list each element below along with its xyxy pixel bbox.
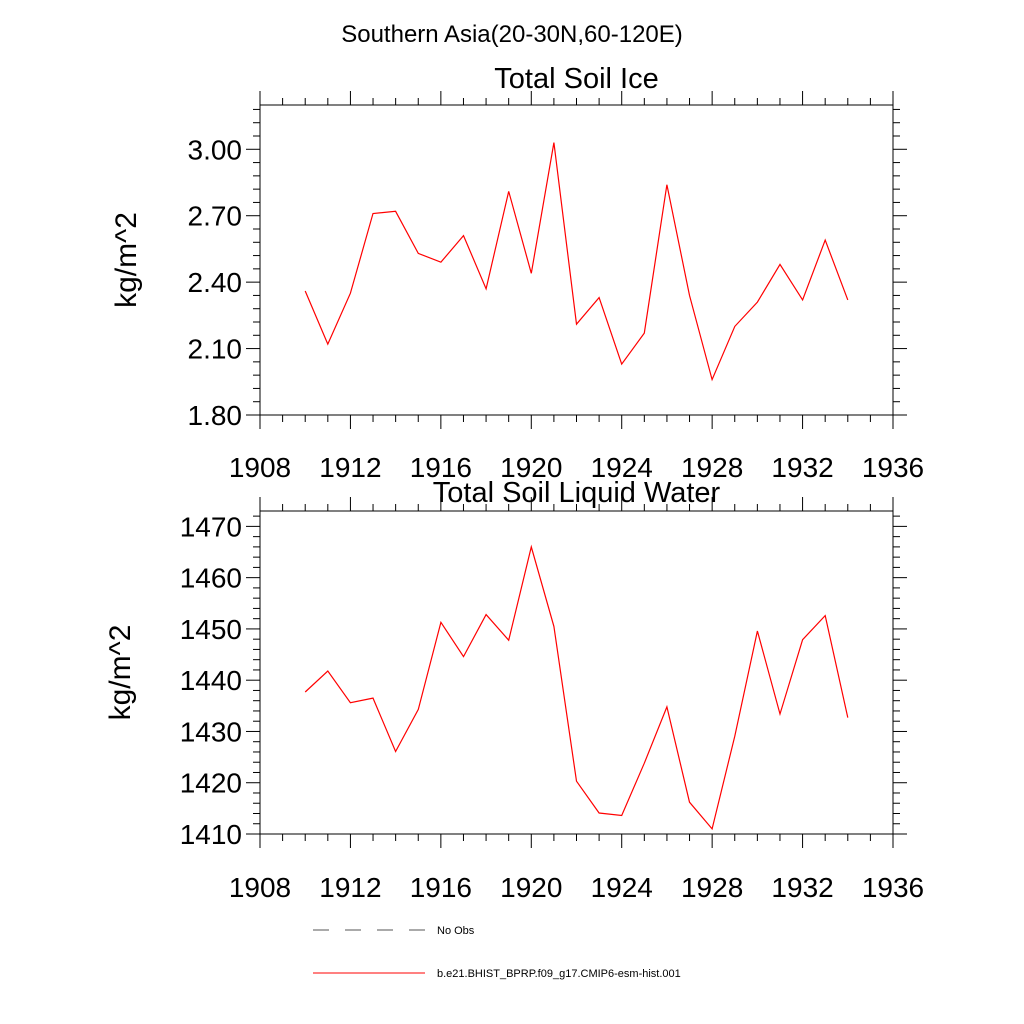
x-tick-label: 1928 <box>681 872 743 903</box>
y-axis-label: kg/m^2 <box>110 212 143 308</box>
panel-1: Total Soil Ice 1908 1912 1916 1920 1924 1928 19… <box>110 63 924 483</box>
x-tick-label: 1932 <box>771 872 833 903</box>
x-tick-label: 1936 <box>862 452 924 483</box>
panel-title: Total Soil Ice <box>494 63 658 95</box>
x-tick-label: 1908 <box>229 452 291 483</box>
x-tick-label: 1920 <box>500 452 562 483</box>
series-line <box>304 544 849 831</box>
panel-2: Total Soil Liquid Water 1908 1912 1916 1920 1… <box>104 477 924 903</box>
y-axis-label: kg/m^2 <box>104 625 137 721</box>
x-tick-label: 1916 <box>410 872 472 903</box>
y-tick-label: 1.80 <box>188 400 243 431</box>
y-tick-label: 1430 <box>180 716 242 747</box>
x-tick-label: 1924 <box>591 452 653 483</box>
x-tick-label: 1912 <box>319 872 381 903</box>
x-tick-label: 1924 <box>591 872 653 903</box>
x-tick-label: 1916 <box>410 452 472 483</box>
y-tick-label: 3.00 <box>188 134 243 165</box>
x-tick-label: 1908 <box>229 872 291 903</box>
plot-frame <box>259 510 894 835</box>
x-tick-label: 1932 <box>771 452 833 483</box>
series-line <box>304 142 849 382</box>
y-tick-label: 1440 <box>180 665 242 696</box>
y-tick-label: 1470 <box>180 511 242 542</box>
y-tick-label: 1450 <box>180 614 242 645</box>
legend: No Obs b.e21.BHIST_BPRP.f09_g17.CMIP6-esm… <box>313 925 681 980</box>
y-tick-label: 1460 <box>180 563 242 594</box>
y-tick-label: 2.10 <box>188 334 243 365</box>
x-tick-label: 1928 <box>681 452 743 483</box>
legend-entry: No Obs <box>313 925 475 937</box>
y-tick-label: 1410 <box>180 819 242 850</box>
panel-title: Total Soil Liquid Water <box>433 477 721 509</box>
y-tick-label: 1420 <box>180 768 242 799</box>
x-tick-label: 1920 <box>500 872 562 903</box>
y-tick-label: 2.70 <box>188 201 243 232</box>
x-tick-label: 1912 <box>319 452 381 483</box>
y-tick-label: 2.40 <box>188 267 243 298</box>
figure-title: Southern Asia(20-30N,60-120E) <box>341 21 683 48</box>
legend-entry: b.e21.BHIST_BPRP.f09_g17.CMIP6-esm-hist.… <box>313 968 681 980</box>
plot-frame <box>259 104 894 416</box>
x-tick-label: 1936 <box>862 872 924 903</box>
legend-label: No Obs <box>437 925 475 937</box>
legend-label: b.e21.BHIST_BPRP.f09_g17.CMIP6-esm-hist.… <box>437 968 681 980</box>
